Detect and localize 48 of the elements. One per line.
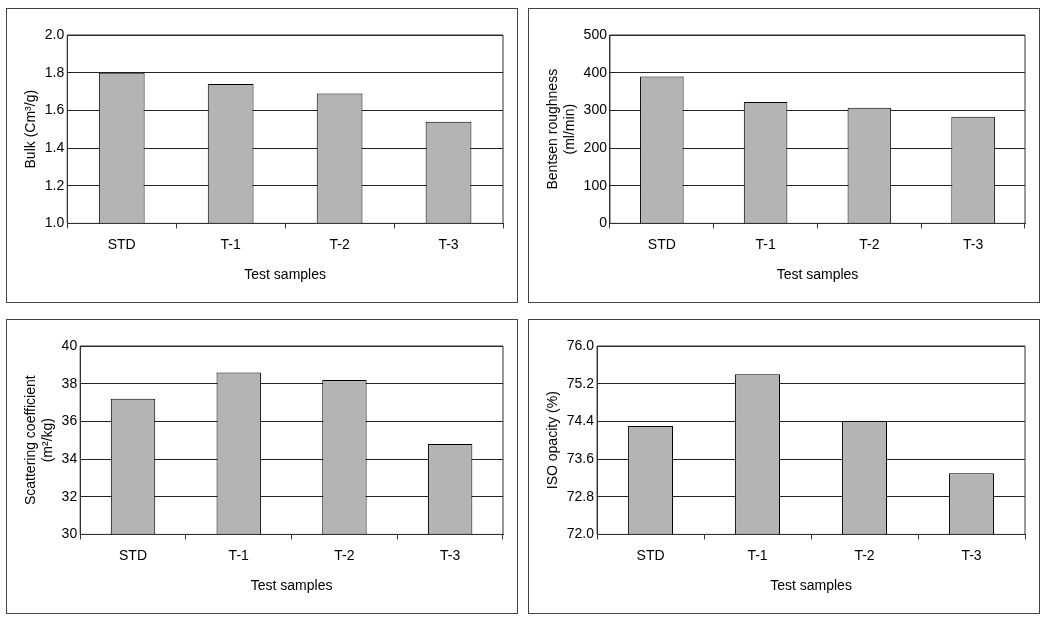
y-tick-label: 500 <box>583 25 608 42</box>
y-tick-label: 34 <box>61 449 78 466</box>
x-tick-label: T-3 <box>961 546 982 563</box>
y-tick-label: 0 <box>599 214 608 231</box>
x-tick-label: STD <box>636 546 665 563</box>
x-tick-label: T-3 <box>440 546 461 563</box>
y-tick-label: 73.6 <box>566 449 595 466</box>
x-tick-label: STD <box>119 546 148 563</box>
y-tick-label: 100 <box>583 176 608 193</box>
y-tick-label: 30 <box>61 525 78 542</box>
x-tick-label: T-3 <box>438 235 459 252</box>
x-axis-title: Test samples <box>244 266 326 283</box>
x-axis-title: Test samples <box>250 577 333 594</box>
x-tick-label: T-1 <box>228 546 250 563</box>
y-tick-label: 1.8 <box>44 63 65 80</box>
y-tick-label: 300 <box>583 101 608 118</box>
y-tick-label: 74.4 <box>566 412 595 429</box>
y-tick-label: 40 <box>61 336 78 353</box>
y-tick-label: 72.0 <box>566 525 595 542</box>
y-axis-title: Scattering coefficient (m²/kg) <box>22 375 56 506</box>
y-tick-label: 400 <box>583 63 608 80</box>
y-tick-label: 75.2 <box>566 374 595 391</box>
y-tick-label: 2.0 <box>44 25 65 42</box>
x-tick-label: T-2 <box>329 235 350 252</box>
y-tick-label: 1.2 <box>44 176 65 193</box>
x-tick-label: T-1 <box>220 235 241 252</box>
x-tick-label: T-2 <box>854 546 875 563</box>
x-axis-title: Test samples <box>776 266 859 283</box>
y-tick-label: 72.8 <box>566 487 595 504</box>
x-tick-label: T-2 <box>334 546 355 563</box>
x-tick-label: T-3 <box>963 235 984 252</box>
x-tick-label: T-1 <box>755 235 776 252</box>
x-axis-title: Test samples <box>770 577 852 594</box>
y-tick-label: 1.0 <box>44 214 65 231</box>
x-tick-label: T-1 <box>747 546 768 563</box>
y-axis-title: Bentsen roughness (ml/min) <box>544 68 578 190</box>
y-tick-label: 76.0 <box>566 336 595 353</box>
y-axis-title: ISO opacity (%) <box>544 391 561 490</box>
y-tick-label: 32 <box>61 487 78 504</box>
y-tick-label: 200 <box>583 138 608 155</box>
x-tick-label: T-2 <box>859 235 880 252</box>
y-axis-title: Bulk (Cm³/g) <box>22 89 39 169</box>
y-tick-label: 1.6 <box>44 101 65 118</box>
y-tick-label: 38 <box>61 374 78 391</box>
y-tick-label: 36 <box>61 412 78 429</box>
x-tick-label: STD <box>647 235 676 252</box>
y-tick-label: 1.4 <box>44 138 65 155</box>
x-tick-label: STD <box>107 235 136 252</box>
